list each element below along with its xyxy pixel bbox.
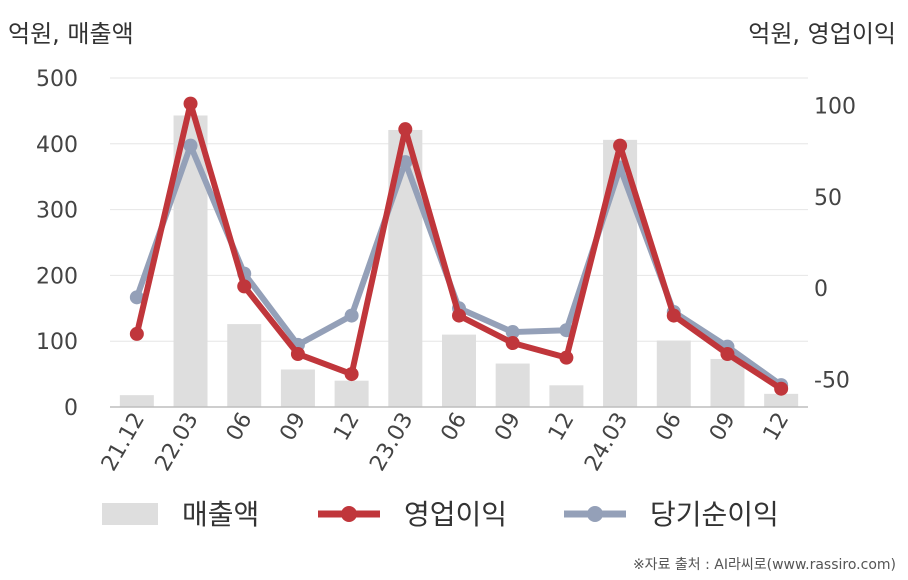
left-tick-label: 100 [36,330,78,355]
data-point [505,325,520,340]
bar [495,363,530,407]
right-axis-unit-label: 억원, 영업이익 [748,20,896,48]
data-point [344,367,359,382]
legend-swatch-bar [102,503,158,525]
data-point [505,336,520,351]
bar [549,385,584,407]
left-axis-unit-label: 억원, 매출액 [8,20,134,48]
x-tick-label: 23.03 [365,409,418,476]
data-point [720,346,735,361]
bar [119,395,154,407]
legend-swatch-marker [587,506,603,522]
bar [710,358,745,407]
data-point [129,326,144,341]
data-point [344,308,359,323]
x-tick-label: 12 [544,409,580,446]
bar [280,369,315,407]
x-tick-label: 12 [329,409,365,446]
data-point [559,350,574,365]
x-tick-label: 22.03 [151,409,204,476]
left-tick-label: 0 [64,396,78,421]
bar [442,334,476,407]
x-tick-label: 12 [759,409,795,446]
data-point [774,381,789,396]
legend-swatch-marker [341,506,357,522]
bar [656,340,691,407]
data-point [183,96,198,111]
data-point [183,138,198,153]
source-note: ※자료 출처 : AI라씨로(www.rassiro.com) [632,557,896,573]
right-tick-label: 100 [814,94,856,119]
data-point [129,290,144,305]
right-tick-label: 0 [814,277,828,302]
x-tick-label: 06 [651,409,687,446]
left-tick-label: 300 [36,199,78,224]
x-tick-label: 24.03 [580,409,633,476]
data-point [666,308,681,323]
legend-label: 매출액 [182,498,259,531]
bar [227,324,262,407]
x-tick-label: 09 [705,409,741,446]
x-tick-label: 09 [275,409,311,446]
data-point [398,122,413,137]
data-point [452,308,466,323]
right-tick-label: -50 [814,369,850,394]
left-tick-label: 400 [36,133,78,158]
data-point [237,279,252,294]
left-tick-label: 200 [36,264,78,289]
x-tick-label: 09 [490,409,526,446]
x-tick-label: 06 [437,409,473,446]
x-tick-label: 21.12 [97,409,150,476]
x-tick-label: 06 [222,409,258,446]
bar [764,393,799,407]
left-tick-label: 500 [36,67,78,92]
bar [334,380,369,407]
data-point [613,138,628,153]
legend-label: 당기순이익 [650,498,779,531]
right-tick-label: 50 [814,186,842,211]
legend-label: 영업이익 [404,498,507,531]
data-point [290,346,305,361]
